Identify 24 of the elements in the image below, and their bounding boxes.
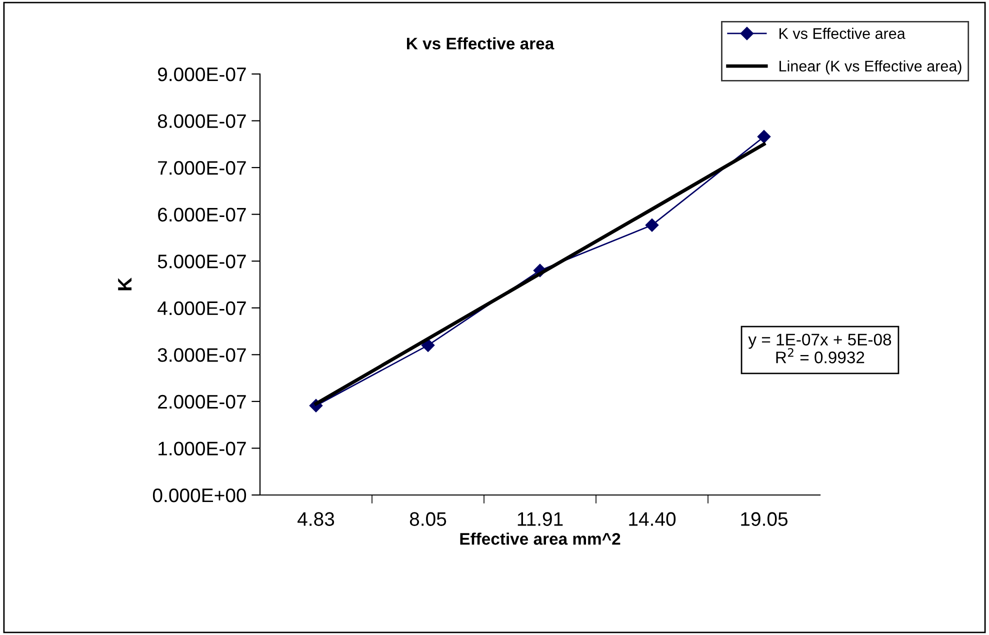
point: [421, 338, 435, 352]
x-tick-label: 4.83: [298, 512, 334, 526]
y-axis-title: K: [118, 278, 132, 290]
x-tick-label: 11.91: [518, 512, 563, 526]
point: [645, 218, 659, 232]
y-tick-label: 6.000E-07: [158, 208, 246, 222]
annotation: y = 1E-07x + 5E-08 R$^{2}$ = 0.9932: [748, 334, 892, 364]
legend-label: Linear (K vs Effective area): [780, 60, 962, 75]
x-tick-label: 19.05: [741, 512, 788, 526]
chart-title: K vs Effective area: [407, 37, 554, 50]
y-tick-label: 5.000E-07: [158, 254, 246, 268]
y-tick-label: 8.000E-07: [158, 114, 246, 128]
point: [757, 130, 771, 144]
legend-label: K vs Effective area: [780, 28, 906, 39]
x-tick-label: 14.40: [629, 512, 676, 526]
y-tick-label: 9.000E-07: [158, 67, 246, 82]
y-tick-label: 7.000E-07: [158, 161, 246, 175]
y-tick-label: 0.000E+00: [152, 488, 246, 502]
x-axis-title: Effective area mm^2: [460, 532, 620, 545]
y-tick-label: 3.000E-07: [158, 348, 246, 362]
y-tick-label: 2.000E-07: [158, 394, 246, 409]
y-tick-label: 1.000E-07: [158, 442, 246, 456]
y-tick-label: 4.000E-07: [158, 301, 246, 316]
x-tick-label: 8.05: [410, 512, 446, 526]
